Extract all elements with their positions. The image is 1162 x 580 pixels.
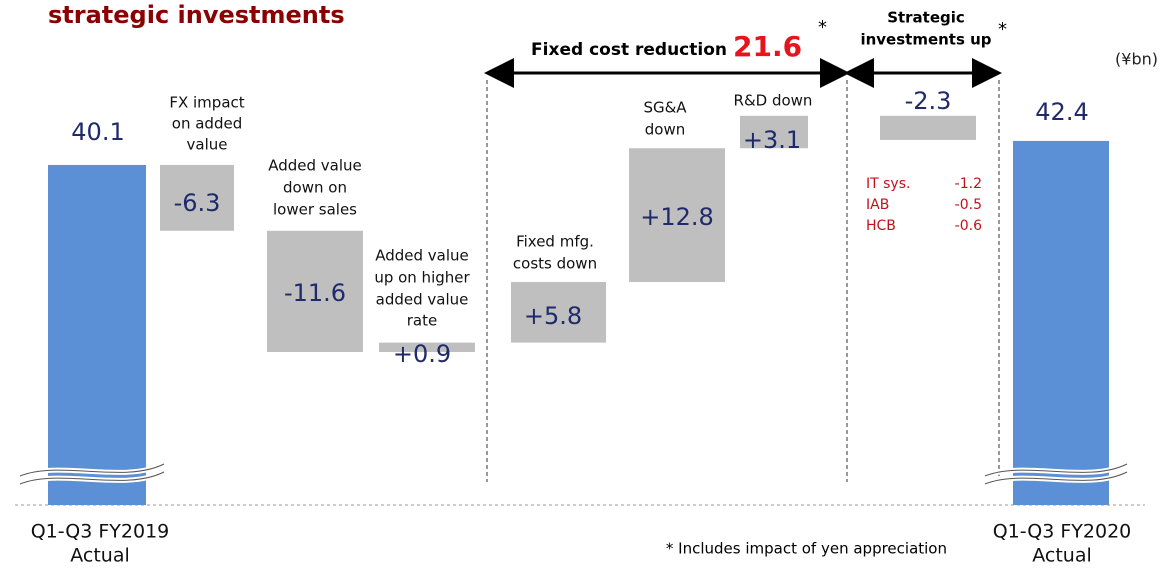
asterisk: *: [998, 19, 1007, 40]
category-label: on added: [172, 115, 242, 133]
bar: [740, 115, 808, 149]
bracket-label: Strategic: [887, 9, 965, 27]
axis-break-line: [19, 463, 165, 477]
axis-break-line: [984, 471, 1128, 485]
category-label: Added value: [375, 247, 469, 265]
category-label: down on: [283, 179, 347, 197]
category-label: Actual: [1032, 545, 1092, 567]
value-label: -2.3: [905, 87, 952, 115]
bar: [267, 230, 363, 353]
footnote: * Includes impact of yen appreciation: [666, 540, 947, 558]
breakdown-label: IAB: [866, 197, 889, 213]
bar: [379, 342, 475, 353]
value-label: +12.8: [640, 203, 714, 231]
category-label: FX impact: [169, 94, 244, 112]
category-label: up on higher: [374, 269, 470, 287]
breakdown-value: -1.2: [955, 176, 982, 192]
category-label: down: [645, 121, 685, 139]
axis-break-line: [19, 471, 165, 485]
category-label: SG&A: [643, 99, 687, 117]
category-label: lower sales: [273, 201, 357, 219]
bar: [1013, 140, 1109, 506]
value-label: +3.1: [743, 126, 801, 154]
bracket-label: investments up: [860, 31, 991, 49]
category-label: value: [187, 136, 228, 154]
category-label: R&D down: [734, 92, 813, 110]
value-label: 42.4: [1035, 98, 1088, 126]
bracket-value: 21.6: [733, 30, 802, 63]
unit-label: (¥bn): [1115, 50, 1158, 69]
bar: [48, 164, 146, 505]
category-label: Actual: [70, 545, 130, 567]
value-label: +0.9: [393, 340, 451, 368]
value-label: -6.3: [174, 189, 221, 217]
breakdown-value: -0.5: [955, 197, 982, 213]
bar: [629, 148, 725, 282]
value-label: 40.1: [71, 118, 124, 146]
category-label: Added value: [268, 157, 362, 175]
chart-title: strategic investments: [48, 1, 345, 29]
bracket-label: Fixed cost reduction: [531, 40, 727, 60]
value-label: +5.8: [524, 302, 582, 330]
category-label: added value: [376, 291, 469, 309]
category-label: costs down: [513, 255, 597, 273]
value-label: -11.6: [284, 279, 346, 307]
bar: [511, 281, 606, 343]
category-label: rate: [407, 312, 437, 330]
breakdown-label: HCB: [866, 218, 896, 234]
breakdown-label: IT sys.: [866, 176, 910, 192]
asterisk: *: [818, 17, 827, 38]
category-label: Q1-Q3 FY2019: [31, 521, 170, 543]
bar: [880, 115, 976, 140]
category-label: Fixed mfg.: [516, 233, 594, 251]
category-label: Q1-Q3 FY2020: [993, 521, 1132, 543]
axis-break-line: [984, 463, 1128, 477]
breakdown-value: -0.6: [955, 218, 982, 234]
bar: [160, 164, 234, 231]
